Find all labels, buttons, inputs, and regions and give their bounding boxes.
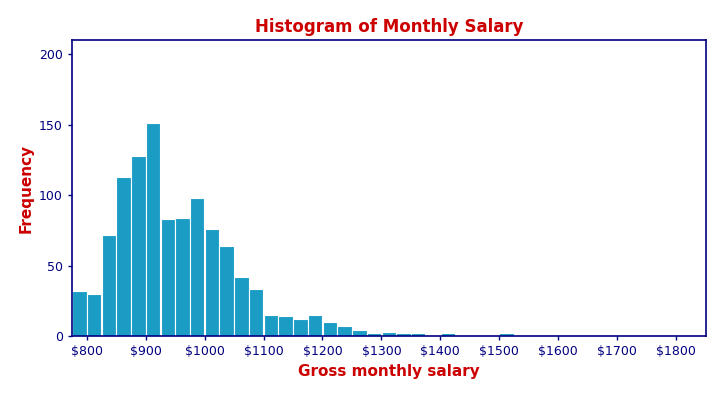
Bar	[367, 333, 382, 336]
Bar	[411, 333, 426, 336]
Bar	[161, 219, 175, 336]
Bar	[175, 218, 190, 336]
Bar	[426, 334, 440, 336]
Bar	[146, 123, 161, 336]
Bar	[352, 330, 366, 336]
Bar	[264, 315, 278, 336]
Bar	[323, 322, 337, 336]
Bar	[72, 291, 86, 336]
Bar	[102, 234, 116, 336]
Bar	[131, 156, 145, 336]
Bar	[117, 177, 131, 336]
Bar	[382, 332, 396, 336]
Y-axis label: Frequency: Frequency	[19, 144, 34, 232]
Bar	[279, 316, 293, 336]
Bar	[441, 333, 455, 336]
X-axis label: Gross monthly salary: Gross monthly salary	[298, 364, 480, 378]
Bar	[204, 229, 219, 336]
Bar	[396, 333, 410, 336]
Bar	[87, 294, 102, 336]
Bar	[220, 246, 234, 336]
Bar	[308, 315, 323, 336]
Bar	[338, 326, 352, 336]
Bar	[190, 198, 204, 336]
Bar	[234, 277, 248, 336]
Bar	[249, 290, 264, 336]
Bar	[500, 333, 514, 336]
Bar	[293, 319, 307, 336]
Title: Histogram of Monthly Salary: Histogram of Monthly Salary	[255, 18, 523, 36]
